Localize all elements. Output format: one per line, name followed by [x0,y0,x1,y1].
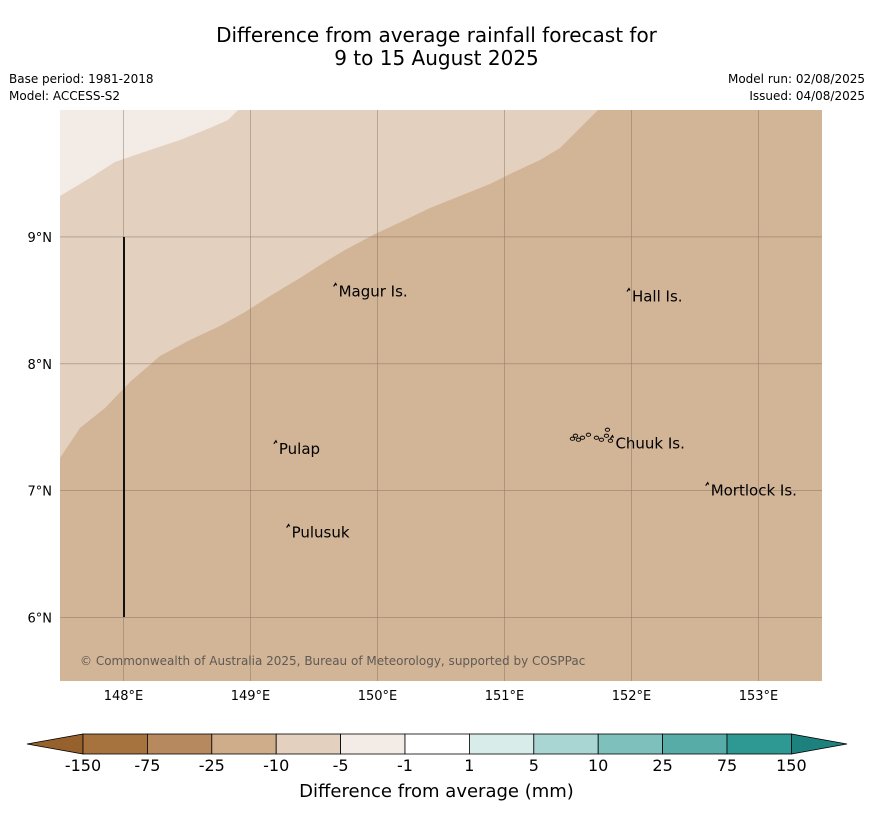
colorbar-tick-label: 1 [464,756,475,775]
title-line-1: Difference from average rainfall forecas… [216,23,657,47]
island-marker [273,439,278,445]
area-minus10-minus5 [60,110,598,458]
colorbar-tick-label: -75 [134,756,161,775]
colorbar-title: Difference from average (mm) [299,781,574,802]
island-markers [273,282,710,528]
colorbar-segment [340,733,406,755]
colorbar-tick-label: 10 [588,756,609,775]
copyright-text: © Commonwealth of Australia 2025, Bureau… [80,654,585,668]
island-marker [286,523,291,528]
map-grid [60,110,822,681]
colorbar-tick-label: -150 [64,756,102,775]
place-labels: Magur Is. Hall Is. Pulap Chuuk Is. Mortlock … [279,282,797,541]
axis-tick-labels: 148°E 149°E 150°E 151°E 152°E 153°E 6°N 7°N 8°N 9… [28,231,779,704]
colorbar-segment [533,733,599,755]
island-marker [609,434,614,440]
place-label: Mortlock Is. [711,482,797,500]
chuuk-islet [598,437,605,442]
colorbar-tick-label: -10 [263,756,290,775]
place-label: Pulusuk [292,524,350,542]
chuuk-islet [604,427,611,432]
chuuk-islet [603,433,610,438]
lat-tick-label: 9°N [28,231,53,246]
island-marker [626,287,631,292]
colorbar-segment [662,733,728,755]
model-run-label: Model run: 02/08/2025 [727,72,865,86]
chuuk-islet [579,435,586,440]
rainfall-map [60,110,822,681]
chuuk-islet [572,433,579,438]
colorbar-segment [275,733,342,755]
lon-tick-label: 150°E [358,689,398,704]
lon-tick-label: 149°E [231,689,271,704]
chuuk-islet [607,438,614,443]
colorbar-tick-label: 150 [776,756,807,775]
colorbar-tick-label: 25 [652,756,673,775]
colorbar-segment [404,733,470,755]
lon-tick-label: 148°E [104,689,144,704]
colorbar-segment [468,733,535,755]
place-label: Chuuk Is. [615,435,684,453]
lat-tick-label: 6°N [28,612,53,627]
place-label: Hall Is. [632,288,683,306]
colorbar-tick-label: 75 [716,756,738,775]
issued-label: Issued: 04/08/2025 [749,89,865,103]
area-minus5-minus1 [60,110,238,196]
model-label: Model: ACCESS-S2 [9,89,121,103]
lon-tick-label: 153°E [739,689,779,704]
island-marker [333,282,338,287]
chuuk-islet [575,437,582,442]
place-label: Pulap [279,440,320,458]
island-marker [705,481,710,486]
colorbar [26,733,848,755]
chuuk-islet [585,432,592,437]
colorbar-tick-label: -1 [397,756,413,775]
lat-tick-label: 7°N [28,485,53,500]
colorbar-segment [211,733,277,755]
chuuk-islet [569,436,576,441]
lon-tick-label: 152°E [612,689,652,704]
lat-tick-label: 8°N [28,358,53,373]
base-period-label: Base period: 1981-2018 [9,72,154,86]
place-label: Magur Is. [339,282,408,300]
colorbar-tick-label: -5 [332,756,349,775]
colorbar-tick-label: -25 [198,756,225,775]
colorbar-segment [146,733,213,755]
colorbar-high-extend [791,733,848,755]
title-line-2: 9 to 15 August 2025 [334,46,539,70]
colorbar-tick-label: 5 [528,756,539,775]
colorbar-low-extend [26,733,84,755]
chuuk-islet [593,435,600,440]
colorbar-segment [597,733,664,755]
lon-tick-label: 151°E [485,689,525,704]
colorbar-segment [82,733,148,755]
colorbar-segment [726,733,792,755]
